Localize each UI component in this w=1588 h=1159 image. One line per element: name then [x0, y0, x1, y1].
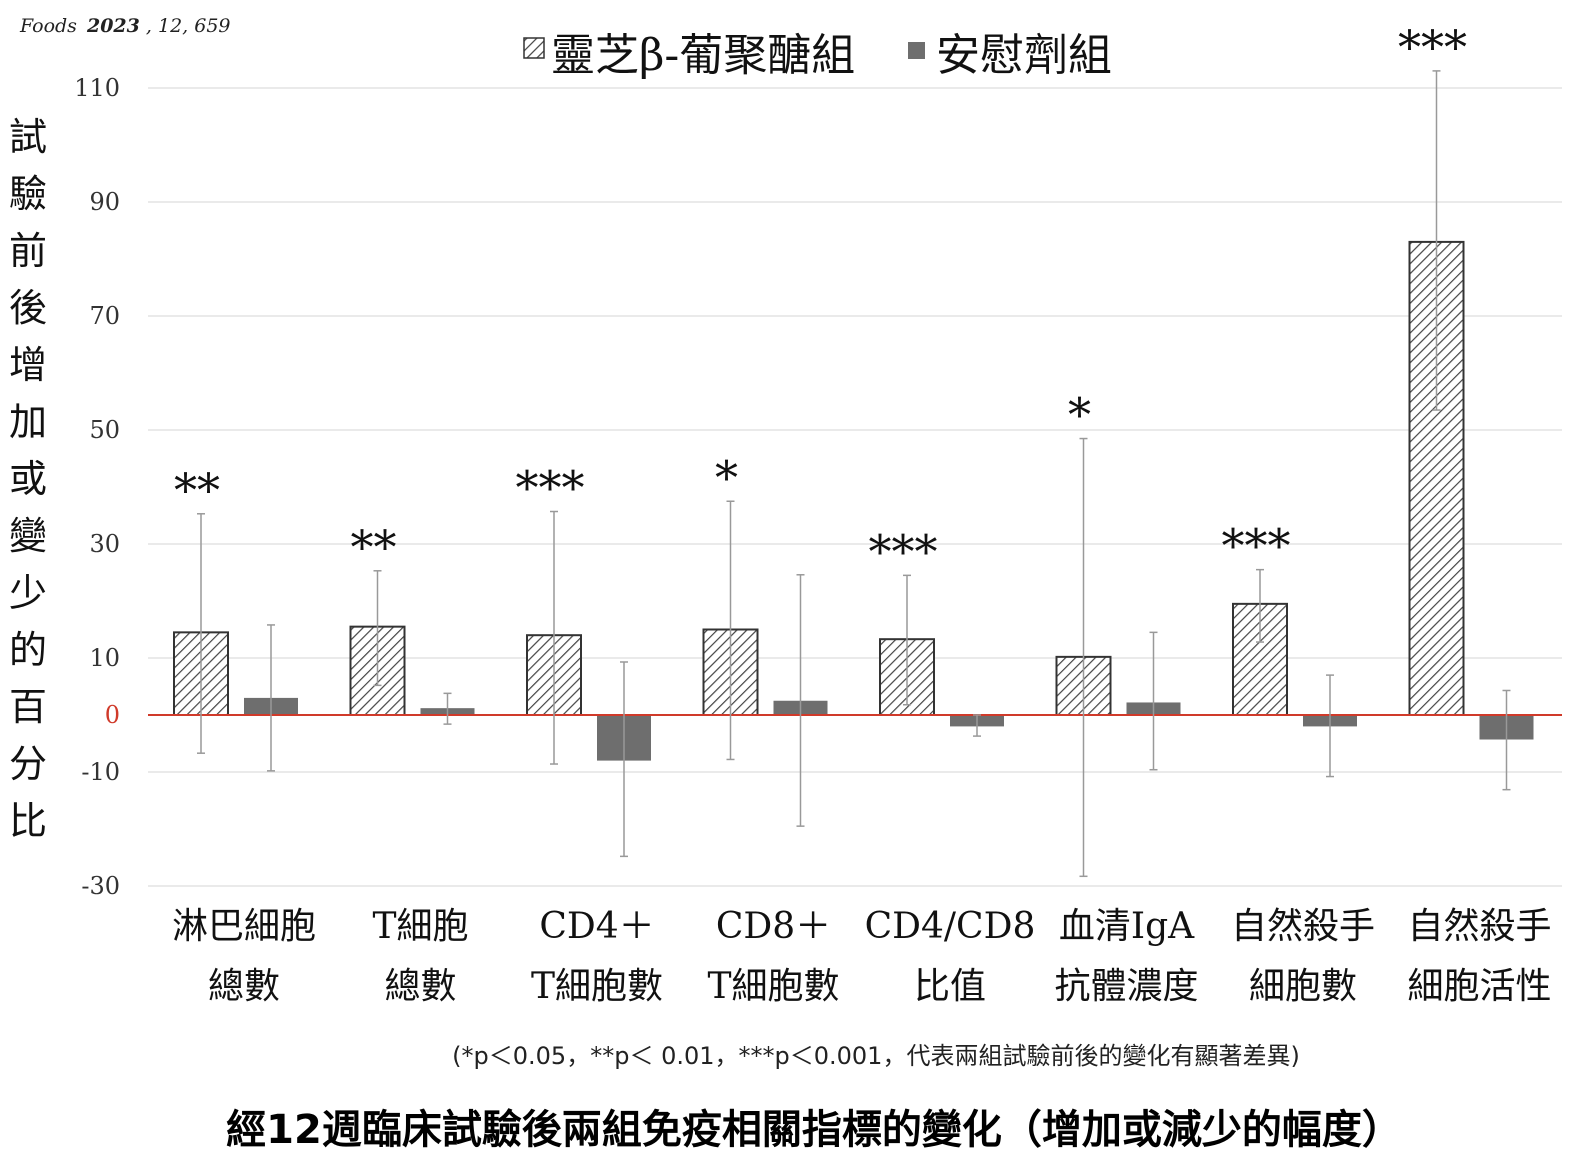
category-label: T細胞數	[531, 966, 663, 1007]
significance-marker: **	[351, 520, 397, 574]
y-axis-label-char: 比	[9, 799, 47, 843]
category-label: 比值	[914, 966, 986, 1007]
category-label: 淋巴細胞	[172, 906, 316, 947]
category-label: 血清IgA	[1059, 906, 1195, 947]
y-tick-label: -30	[81, 872, 120, 900]
y-axis-label-char: 前	[9, 229, 47, 273]
y-axis-label-char: 百	[9, 685, 47, 729]
bars	[148, 240, 1562, 761]
category-label: 總數	[384, 966, 456, 1007]
y-axis-label-char: 變	[9, 514, 47, 558]
legend: 靈芝β-葡聚醣組 安慰劑組	[523, 30, 1112, 81]
y-axis-label-char: 加	[9, 400, 47, 444]
source-rest: , 12, 659	[146, 15, 231, 37]
category-label: 自然殺手	[1231, 906, 1375, 947]
legend-swatch-hatched	[523, 37, 545, 59]
category-label: 細胞活性	[1407, 966, 1551, 1007]
significance-marker: ***	[1398, 20, 1467, 74]
significance-marker: ***	[1222, 519, 1291, 573]
category-label: 細胞數	[1249, 966, 1357, 1007]
category-label: T細胞	[372, 906, 468, 947]
y-tick-label: 110	[74, 74, 120, 102]
y-axis-ticks: 110 90 70 50 30 10 0 -10 -30	[74, 74, 120, 900]
category-label: 總數	[208, 966, 280, 1007]
y-axis-label-char: 後	[9, 286, 47, 330]
y-axis-label-char: 驗	[9, 172, 47, 216]
source-label: Foods 2023 , 12, 659	[19, 15, 231, 37]
y-axis-label-char: 少	[9, 571, 47, 615]
significance-marker: *	[715, 450, 738, 504]
category-label: CD4＋	[539, 906, 654, 947]
y-axis-label-char: 分	[9, 742, 47, 786]
category-label: 抗體濃度	[1054, 966, 1198, 1007]
y-tick-label: 50	[89, 416, 120, 444]
significance-markers: ******* ***********	[174, 20, 1467, 578]
category-label: CD4/CD8	[865, 906, 1036, 947]
legend-swatch-solid	[908, 42, 925, 59]
y-tick-label: 10	[89, 644, 120, 672]
y-axis-label-char: 增	[9, 343, 47, 387]
category-label: CD8＋	[716, 906, 831, 947]
source-journal: Foods	[19, 15, 77, 37]
category-label: T細胞數	[707, 966, 839, 1007]
y-tick-label: 30	[89, 530, 120, 558]
legend-label-placebo: 安慰劑組	[936, 30, 1112, 81]
y-tick-label: 0	[105, 701, 120, 729]
significance-marker: **	[174, 463, 220, 517]
y-tick-label: 70	[89, 302, 120, 330]
source-year: 2023	[86, 15, 140, 37]
error-bars	[197, 70, 1511, 878]
chart-title: 經12週臨床試驗後兩組免疫相關指標的變化（增加或減少的幅度）	[226, 1107, 1402, 1153]
significance-note: (*p＜0.05，**p＜ 0.01，***p＜0.001，代表兩組試驗前後的變…	[452, 1042, 1300, 1070]
significance-marker: ***	[869, 524, 938, 578]
y-tick-label: 90	[89, 188, 120, 216]
category-label: 自然殺手	[1407, 906, 1551, 947]
y-axis-label-char: 或	[9, 457, 47, 501]
y-tick-label: -10	[81, 758, 120, 786]
y-axis-label-char: 試	[9, 115, 47, 159]
y-axis-label-char: 的	[9, 628, 47, 672]
significance-marker: ***	[516, 461, 585, 515]
significance-marker: *	[1068, 388, 1091, 442]
gridlines	[148, 87, 1562, 887]
legend-label-ganoderma: 靈芝β-葡聚醣組	[551, 30, 855, 81]
